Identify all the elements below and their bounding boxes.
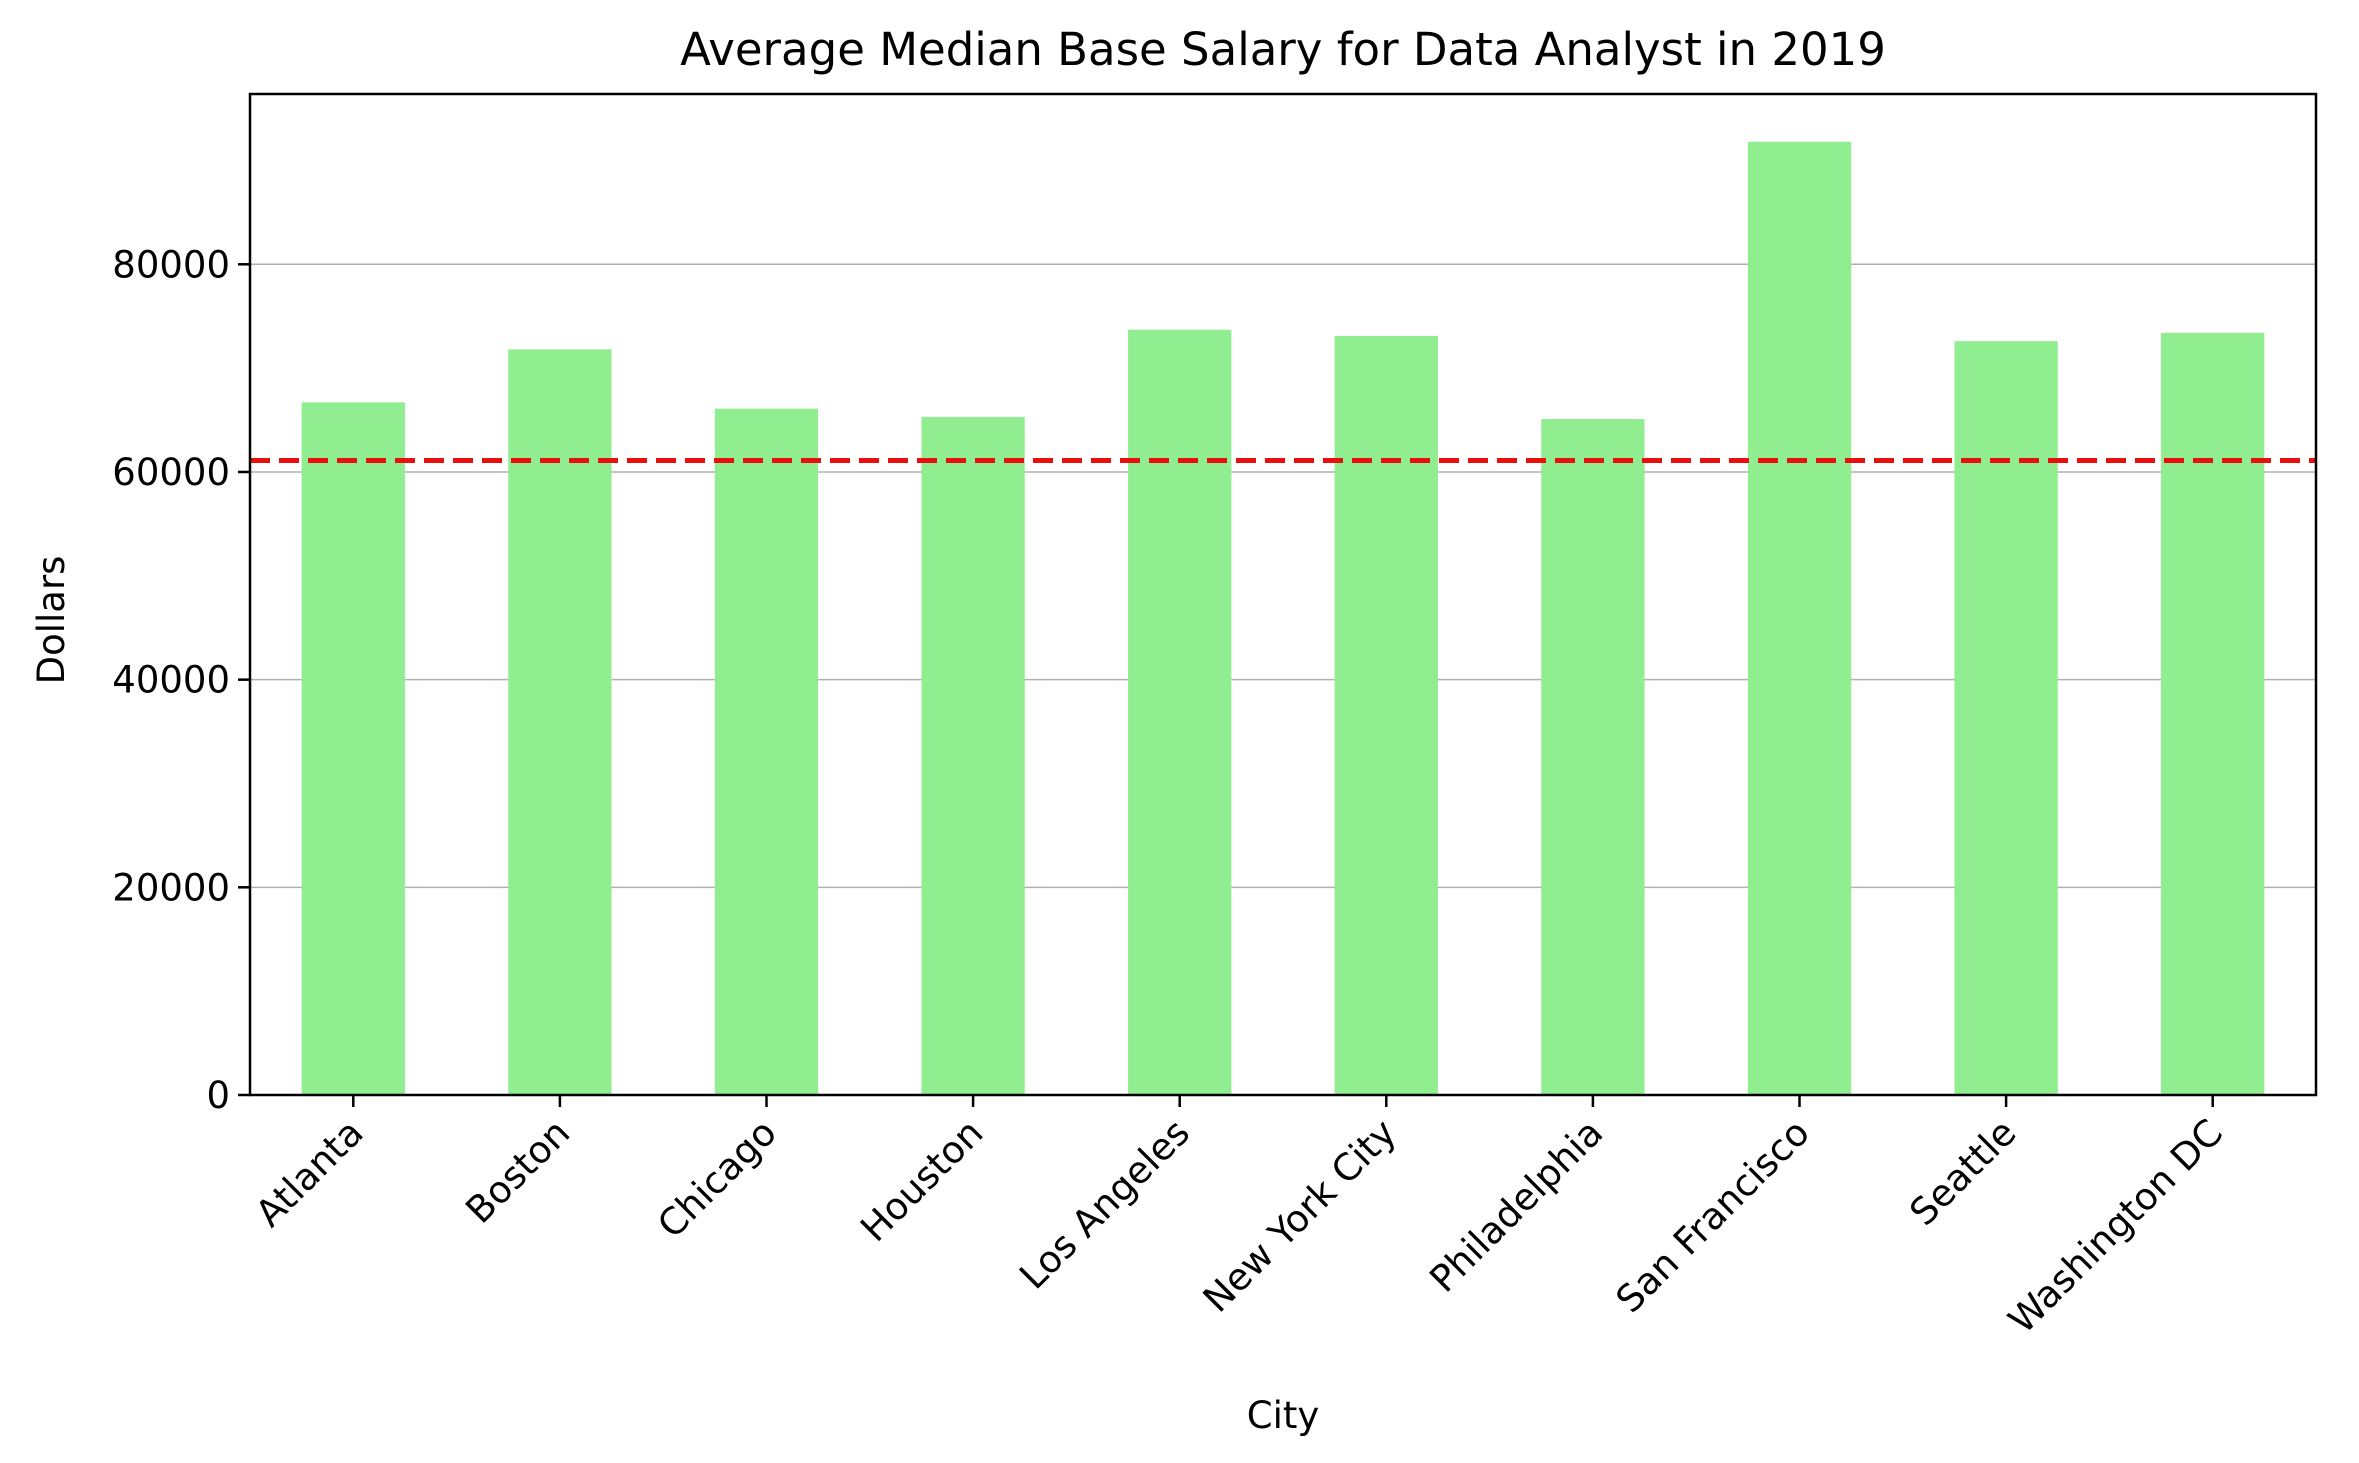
x-tick-label: Boston bbox=[457, 1111, 578, 1232]
y-tick-label: 0 bbox=[206, 1074, 230, 1117]
y-tick-label: 80000 bbox=[112, 243, 230, 286]
bar-los-angeles bbox=[1128, 329, 1232, 1095]
x-tick-label: Los Angeles bbox=[1011, 1111, 1198, 1298]
bar-chicago bbox=[714, 408, 819, 1096]
y-tick-label: 20000 bbox=[112, 866, 230, 909]
y-axis: 0 20000 40000 60000 80000 bbox=[112, 243, 250, 1117]
bar-atlanta bbox=[301, 402, 405, 1095]
x-tick-label: Seattle bbox=[1901, 1111, 2024, 1234]
bar-boston bbox=[508, 349, 612, 1095]
x-tick-label: Houston bbox=[852, 1111, 991, 1250]
bar-san-francisco bbox=[1747, 141, 1852, 1095]
x-tick-label: New York City bbox=[1195, 1111, 1405, 1321]
plot-frame bbox=[248, 92, 2318, 1097]
x-tick-label: Chicago bbox=[649, 1111, 785, 1247]
x-axis-label: City bbox=[1247, 1394, 1320, 1437]
y-tick-label: 40000 bbox=[112, 659, 230, 702]
x-tick-label: Washington DC bbox=[2000, 1111, 2231, 1342]
y-tick-label: 60000 bbox=[112, 451, 230, 494]
bar-new-york-city bbox=[1334, 335, 1438, 1095]
x-axis: Atlanta Boston Chicago Houston Los AngelesNe… bbox=[247, 1095, 2231, 1342]
bar-houston bbox=[921, 416, 1025, 1095]
x-tick-label: Atlanta bbox=[247, 1111, 371, 1235]
x-tick-label: Philadelphia bbox=[1421, 1111, 1611, 1301]
bar-seattle bbox=[1954, 341, 2058, 1095]
chart-title: Average Median Base Salary for Data Anal… bbox=[680, 23, 1886, 76]
bars bbox=[301, 141, 2265, 1096]
x-tick-label: San Francisco bbox=[1608, 1111, 1818, 1321]
bar-philadelphia bbox=[1541, 419, 1645, 1095]
bar-washington-dc bbox=[2161, 332, 2265, 1096]
y-axis-label: Dollars bbox=[30, 556, 73, 685]
